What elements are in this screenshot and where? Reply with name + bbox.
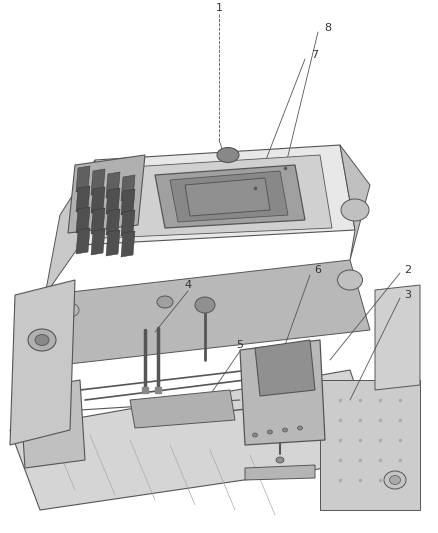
Text: 4: 4: [184, 280, 191, 290]
Polygon shape: [121, 175, 135, 201]
Polygon shape: [106, 209, 120, 235]
Polygon shape: [245, 465, 315, 480]
Polygon shape: [76, 186, 90, 212]
Polygon shape: [121, 189, 135, 215]
Ellipse shape: [217, 148, 239, 163]
Polygon shape: [76, 228, 90, 254]
Polygon shape: [91, 208, 105, 234]
Polygon shape: [255, 340, 315, 396]
Polygon shape: [170, 171, 288, 222]
Polygon shape: [80, 145, 355, 245]
Polygon shape: [240, 340, 325, 445]
Polygon shape: [10, 280, 75, 445]
Text: 8: 8: [325, 23, 332, 33]
Ellipse shape: [276, 457, 284, 463]
Polygon shape: [121, 210, 135, 236]
Polygon shape: [91, 229, 105, 255]
Ellipse shape: [28, 329, 56, 351]
Polygon shape: [130, 390, 235, 428]
Text: 2: 2: [404, 265, 412, 275]
Polygon shape: [340, 145, 370, 260]
Polygon shape: [155, 165, 305, 228]
Ellipse shape: [35, 335, 49, 345]
Ellipse shape: [384, 471, 406, 489]
Polygon shape: [45, 260, 370, 365]
Polygon shape: [106, 172, 120, 198]
Polygon shape: [68, 155, 145, 233]
Polygon shape: [10, 370, 380, 510]
Polygon shape: [76, 166, 90, 192]
Polygon shape: [185, 178, 270, 216]
Polygon shape: [121, 231, 135, 257]
Polygon shape: [103, 155, 332, 238]
Text: 3: 3: [405, 290, 411, 300]
Polygon shape: [91, 187, 105, 213]
Text: 5: 5: [237, 340, 244, 350]
Polygon shape: [375, 285, 420, 390]
Polygon shape: [106, 230, 120, 256]
Ellipse shape: [252, 433, 258, 437]
Polygon shape: [20, 380, 85, 468]
Text: 7: 7: [311, 50, 318, 60]
Ellipse shape: [157, 296, 173, 308]
Ellipse shape: [283, 428, 287, 432]
Polygon shape: [106, 188, 120, 214]
Polygon shape: [76, 207, 90, 233]
Ellipse shape: [341, 199, 369, 221]
Polygon shape: [45, 160, 95, 295]
Ellipse shape: [338, 270, 363, 290]
Ellipse shape: [389, 475, 400, 484]
Polygon shape: [320, 380, 420, 510]
Ellipse shape: [195, 297, 215, 313]
Ellipse shape: [61, 303, 79, 317]
Ellipse shape: [297, 426, 303, 430]
Text: 6: 6: [314, 265, 321, 275]
Polygon shape: [91, 169, 105, 195]
Text: 1: 1: [215, 3, 223, 13]
Ellipse shape: [268, 430, 272, 434]
